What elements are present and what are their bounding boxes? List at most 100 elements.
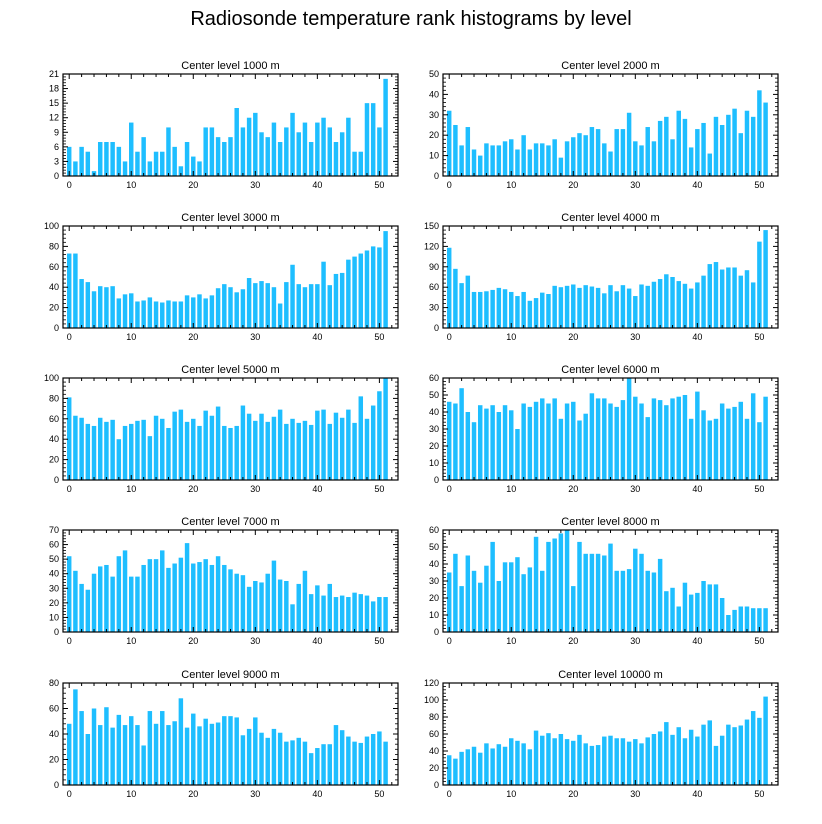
bar xyxy=(352,422,357,480)
bar xyxy=(527,300,533,328)
bar xyxy=(265,283,270,328)
bar xyxy=(191,563,196,632)
bar xyxy=(129,423,134,480)
y-tick-label: 15 xyxy=(49,98,59,108)
y-tick-label: 40 xyxy=(49,569,59,579)
bar xyxy=(197,562,202,632)
bar xyxy=(253,112,258,176)
bar xyxy=(515,296,520,328)
x-tick-label: 10 xyxy=(126,332,136,342)
bar xyxy=(471,422,477,480)
x-tick-label: 20 xyxy=(568,180,578,190)
y-tick-label: 60 xyxy=(429,282,439,292)
bar xyxy=(346,736,351,785)
bar xyxy=(191,418,196,480)
bar xyxy=(290,418,295,480)
bar xyxy=(284,282,289,328)
bar xyxy=(240,575,246,632)
bar xyxy=(515,557,520,632)
bar xyxy=(172,563,177,632)
bar xyxy=(608,285,613,328)
bar xyxy=(79,583,84,632)
bar xyxy=(327,583,332,632)
x-tick-label: 50 xyxy=(754,332,764,342)
bar xyxy=(757,90,762,176)
bar xyxy=(277,579,283,632)
bar xyxy=(527,149,533,176)
bar xyxy=(377,597,382,632)
y-tick-label: 80 xyxy=(49,678,59,688)
bar xyxy=(339,417,345,480)
bar xyxy=(234,717,239,785)
x-tick-label: 50 xyxy=(754,636,764,646)
x-tick-label: 20 xyxy=(188,484,198,494)
y-tick-label: 60 xyxy=(49,262,59,272)
y-tick-label: 20 xyxy=(429,763,439,773)
x-tick-label: 40 xyxy=(692,484,702,494)
bar xyxy=(135,420,140,480)
x-tick-label: 30 xyxy=(630,636,640,646)
panel-title: Center level 2000 m xyxy=(561,60,659,72)
bar xyxy=(172,301,177,328)
y-tick-label: 100 xyxy=(424,695,439,705)
bar xyxy=(321,117,326,176)
bar xyxy=(284,741,289,785)
bar xyxy=(234,425,239,480)
bar xyxy=(296,737,301,785)
bar xyxy=(364,736,370,785)
y-tick-label: 30 xyxy=(429,303,439,313)
x-tick-label: 10 xyxy=(126,484,136,494)
bar xyxy=(713,116,719,176)
bar xyxy=(639,553,644,632)
bar xyxy=(633,548,638,632)
bar xyxy=(315,585,320,632)
bar xyxy=(377,127,382,176)
panel-title: Center level 9000 m xyxy=(181,669,279,681)
bar xyxy=(546,145,551,176)
bar xyxy=(197,726,202,785)
panel-title: Center level 8000 m xyxy=(561,516,659,528)
x-tick-label: 20 xyxy=(188,636,198,646)
bar xyxy=(620,400,626,480)
bar xyxy=(234,108,239,176)
bar xyxy=(147,161,153,176)
bar xyxy=(308,284,314,328)
bar xyxy=(726,114,731,176)
bar xyxy=(166,725,171,785)
bar xyxy=(129,576,134,632)
bar xyxy=(271,560,277,632)
bar xyxy=(73,689,78,785)
bar xyxy=(296,284,301,328)
bar xyxy=(459,145,464,176)
bar xyxy=(546,403,551,480)
bar xyxy=(552,285,557,328)
bar xyxy=(614,291,619,328)
bar xyxy=(79,279,84,328)
bar xyxy=(490,541,495,632)
bar xyxy=(265,421,270,480)
x-tick-label: 20 xyxy=(568,484,578,494)
bar xyxy=(695,129,700,176)
bar xyxy=(750,608,756,632)
bar xyxy=(744,110,750,176)
bar xyxy=(246,278,252,328)
y-tick-label: 40 xyxy=(429,407,439,417)
bar xyxy=(552,398,557,480)
bar xyxy=(521,403,526,480)
bar xyxy=(73,570,78,632)
bar xyxy=(695,736,700,785)
bar xyxy=(589,393,595,480)
bar xyxy=(110,142,115,176)
bar xyxy=(757,608,762,632)
bar xyxy=(85,151,91,176)
bar xyxy=(459,586,464,632)
x-tick-label: 30 xyxy=(630,484,640,494)
bar xyxy=(502,141,508,176)
bar xyxy=(682,582,688,632)
bar xyxy=(240,127,246,176)
bar xyxy=(290,604,295,632)
y-tick-label: 50 xyxy=(49,554,59,564)
y-tick-label: 10 xyxy=(429,458,439,468)
x-tick-label: 0 xyxy=(447,332,452,342)
bar xyxy=(191,156,196,176)
